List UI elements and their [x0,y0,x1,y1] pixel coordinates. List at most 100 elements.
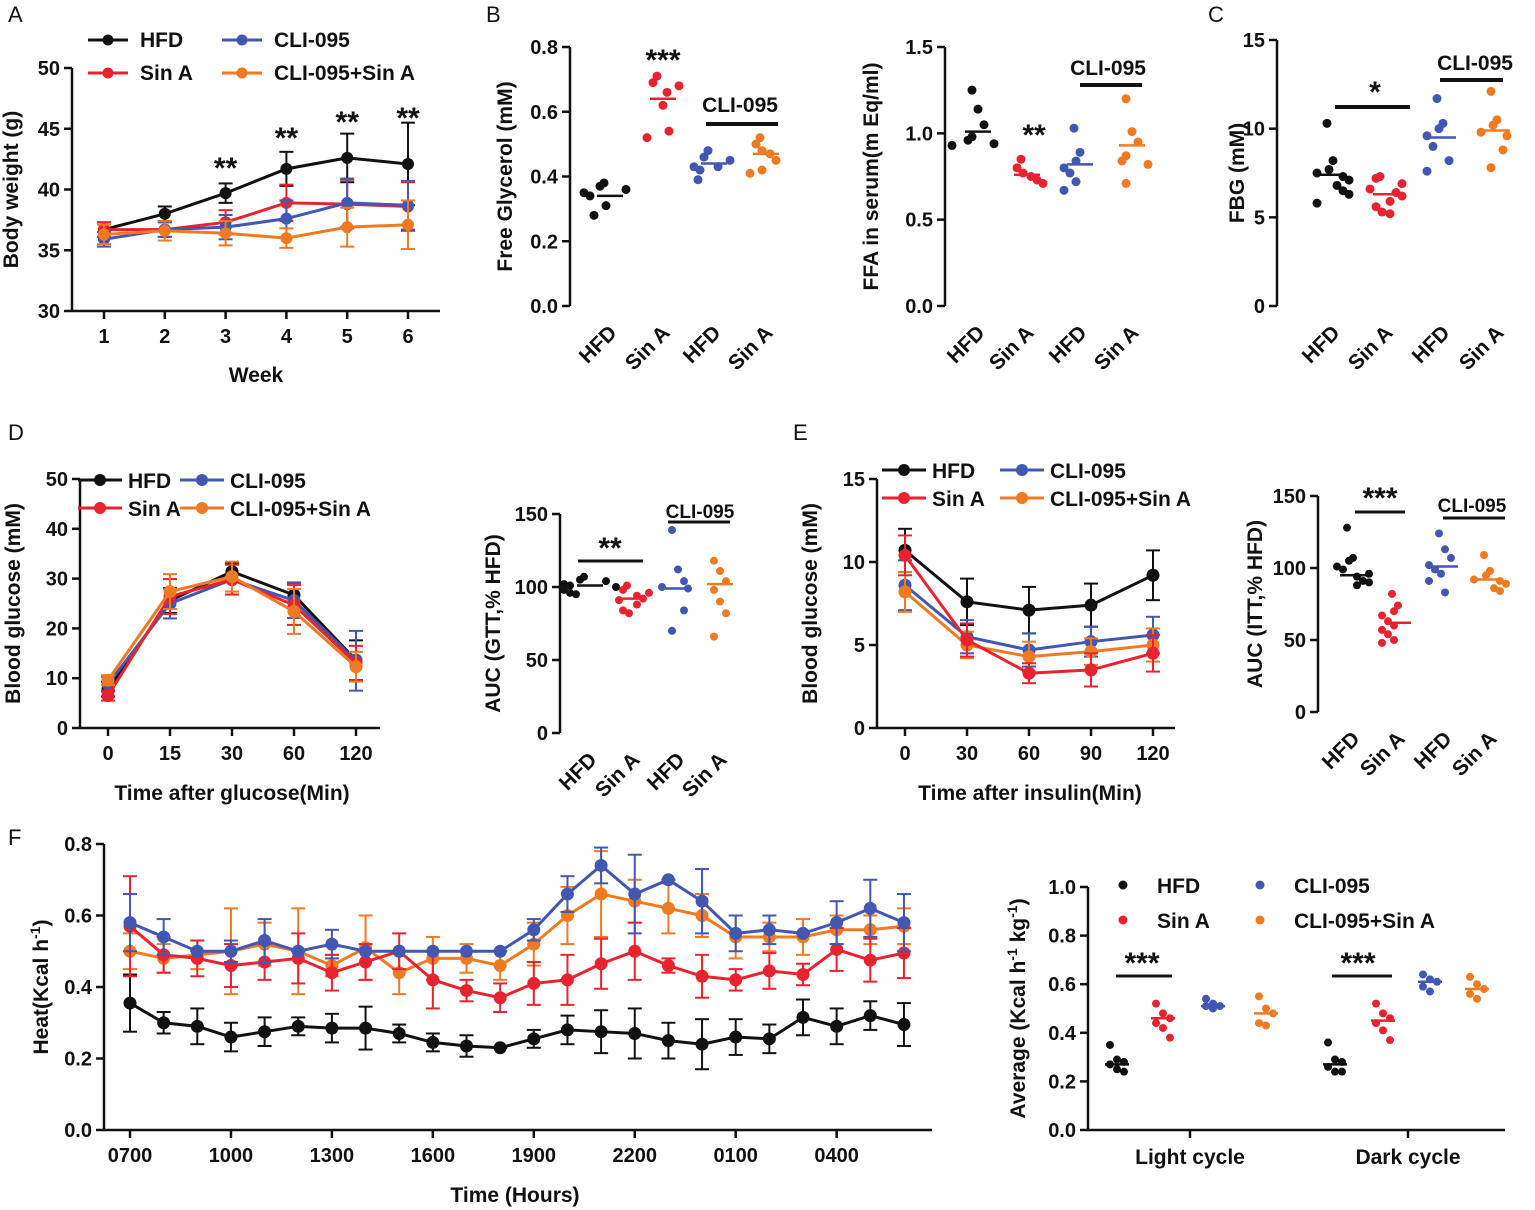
data-point [1379,1009,1387,1018]
data-point [729,973,743,987]
data-point [560,580,568,589]
data-point [648,78,658,88]
x-category-label: HFD [1408,321,1455,368]
data-point [695,1037,709,1051]
data-point [729,926,743,940]
data-point [190,944,204,958]
data-point [762,923,776,937]
x-tick-label: 1 [98,326,109,348]
data-point [796,926,810,940]
data-point [123,916,137,930]
data-point [1324,1038,1332,1047]
y-axis-title: Blood glucose (mM) [799,503,822,704]
x-tick-label: 1300 [310,1145,355,1167]
group-hfd [579,178,631,220]
data-point [695,969,709,983]
data-point [1378,625,1386,634]
data-point [633,600,641,609]
group-cli-095 [1418,970,1442,996]
y-tick-label: 0.0 [530,296,558,318]
group-cli-095-sin-a [1476,86,1512,173]
y-tick-label: 40 [38,180,60,202]
data-point [658,100,668,110]
data-point [674,565,682,574]
data-point [595,181,605,191]
x-tick-label: 60 [1018,743,1040,765]
x-tick-label: 60 [283,743,305,765]
x-tick-label: 2200 [613,1145,658,1167]
data-point [1084,598,1098,612]
y-tick-label: 20 [46,618,68,640]
data-point [960,633,974,647]
x-category-label: Sin A [1448,727,1502,781]
y-tick-label: 0.2 [1048,1071,1076,1093]
data-point [1486,163,1496,173]
x-tick-label: 3 [220,326,231,348]
legend-swatch-dot [1255,880,1265,890]
series-line [106,578,358,697]
x-category-label: Sin A [724,321,778,375]
data-point [1016,154,1026,164]
significance-mark: ** [214,152,238,185]
y-tick-label: 0.2 [64,1049,92,1071]
legend: HFD CLI-095 Sin A CLI-095+Sin A [88,29,415,85]
legend-swatch-dot [102,34,114,46]
group-cli-095 [1059,123,1093,195]
group-cli-095 [1425,529,1458,597]
significance-mark: ** [598,532,622,565]
y-tick-label: 150 [1273,486,1306,508]
x-tick-label: 5 [342,326,353,348]
data-point [493,1041,507,1055]
group-bracket-label: CLI-095 [1438,496,1507,517]
data-point [1159,1009,1167,1018]
legend-swatch-dot [1016,464,1028,476]
legend-swatch-dot [236,34,248,46]
series-cli-095-sin-a [97,199,415,251]
legend-label: HFD [128,470,171,493]
data-point [325,1021,339,1035]
y-axis-title: FBG (mM) [1226,123,1249,223]
data-point [224,1030,238,1044]
y-axis-title-text: -1 [1004,905,1020,918]
data-point [755,133,765,143]
data-point [258,934,272,948]
data-point [621,184,631,194]
data-point [1502,579,1510,588]
data-point [973,104,983,114]
data-point [1437,569,1445,578]
data-point [325,937,339,951]
data-point [566,588,574,597]
data-point [560,1023,574,1037]
x-tick-label: 0 [102,743,113,765]
group-hfd [560,572,620,599]
panel-letter-e: E [793,420,808,445]
y-tick-label: 35 [38,240,60,262]
data-point [989,139,999,149]
data-point [960,595,974,609]
data-point [1473,994,1481,1003]
y-tick-label: 0 [57,718,68,740]
data-point [1378,638,1386,647]
x-category-label: Sin A [678,748,732,802]
y-axis-title: Free Glycerol (mM) [494,81,517,271]
data-point [1480,551,1488,560]
data-point [1071,177,1081,187]
data-point [392,944,406,958]
y-tick-label: 0.6 [1048,974,1076,996]
y-tick-label: 1.0 [1048,877,1076,899]
data-point [796,1010,810,1024]
data-point [1322,118,1332,128]
y-tick-label: 0.8 [64,834,92,856]
y-tick-label: 0 [537,723,548,745]
y-tick-label: 0.0 [905,296,933,318]
data-point [947,140,957,150]
data-point [1385,196,1395,206]
y-axis-title: Body weight (g) [0,111,23,268]
data-point [722,609,730,618]
group-sin-a [1012,154,1048,188]
data-point [1444,156,1454,166]
data-point [1152,1019,1160,1028]
